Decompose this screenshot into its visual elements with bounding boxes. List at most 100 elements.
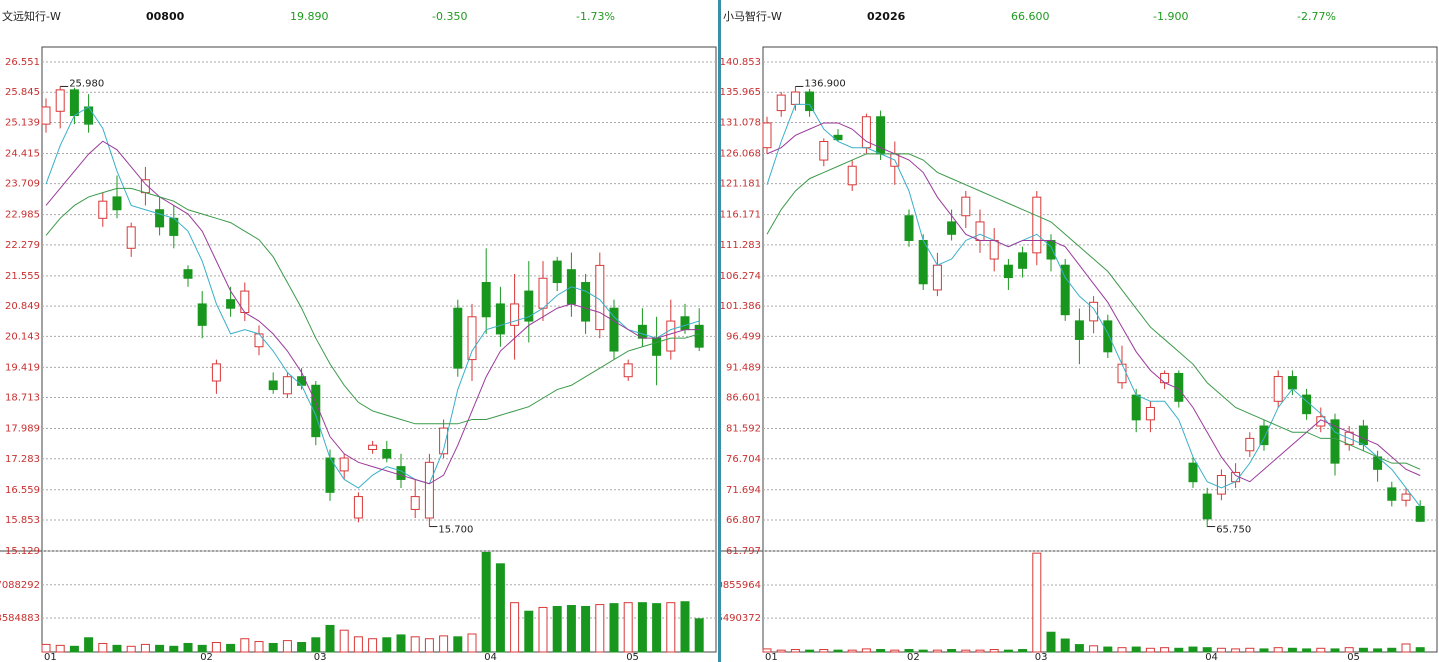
- volume-bar: [453, 636, 463, 653]
- volume-bar: [98, 642, 108, 653]
- volume-bar: [339, 629, 349, 653]
- y-tick-label: 96.499: [726, 331, 761, 342]
- volume-bar: [904, 649, 914, 653]
- y-tick-label: 71.694: [726, 485, 761, 496]
- volume-bar: [833, 649, 843, 653]
- volume-bar: [538, 606, 548, 653]
- volume-bar: [1018, 649, 1028, 653]
- volume-bar: [226, 643, 236, 653]
- moving-average: [766, 153, 1421, 470]
- candle-body: [268, 380, 278, 391]
- volume-bar: [890, 649, 900, 653]
- quote-change: -1.900: [1153, 10, 1188, 23]
- y-tick-label: 91.489: [726, 362, 761, 373]
- candle-body: [1358, 425, 1368, 446]
- extreme-label: 136.900: [804, 78, 845, 89]
- y-tick-label: 126.068: [721, 148, 761, 159]
- volume-bar: [84, 637, 94, 653]
- candle-body: [975, 221, 985, 241]
- volume-bar: [623, 602, 633, 653]
- candle-body: [790, 91, 800, 105]
- candle-body: [1330, 419, 1340, 464]
- candle-body: [1103, 320, 1113, 353]
- volume-bar: [932, 649, 942, 653]
- y-tick-label: 16.559: [5, 485, 40, 496]
- volume-bar: [382, 637, 392, 653]
- y-tick-label: 61.797: [726, 546, 761, 557]
- volume-bar: [1373, 648, 1383, 653]
- volume-bar: [1415, 647, 1425, 653]
- extreme-label: 15.700: [438, 525, 473, 536]
- y-tick-label: 131.078: [721, 117, 761, 128]
- candle-body: [762, 122, 772, 149]
- volume-bar: [805, 649, 815, 653]
- y-tick-label: 135.965: [721, 87, 761, 98]
- stock-code: 00800: [146, 10, 185, 23]
- moving-average: [45, 140, 700, 485]
- volume-tick-label: 10855964: [721, 580, 761, 591]
- volume-bar: [566, 605, 576, 653]
- candle-body: [1089, 301, 1099, 322]
- candle-body: [1401, 493, 1411, 501]
- moving-average: [45, 187, 700, 425]
- candle-body: [226, 299, 236, 309]
- volume-bar: [1131, 646, 1141, 653]
- panel-divider: [718, 0, 721, 662]
- candle-body: [126, 226, 136, 249]
- candle-body: [581, 282, 591, 322]
- volume-bar: [55, 644, 65, 653]
- quote-price: 66.600: [1011, 10, 1050, 23]
- candle-body: [510, 303, 520, 326]
- quote-change-pct: -1.73%: [576, 10, 615, 23]
- y-tick-label: 106.274: [721, 271, 761, 282]
- extreme-label: 25.980: [69, 78, 104, 89]
- volume-bar: [694, 618, 704, 653]
- volume-bar: [510, 602, 520, 653]
- quote-change-pct: -2.77%: [1297, 10, 1336, 23]
- candle-body: [1145, 406, 1155, 421]
- candle-body: [947, 221, 957, 235]
- candle-body: [382, 448, 392, 459]
- candle-body: [55, 89, 65, 112]
- candle-body: [467, 316, 477, 361]
- volume-bar: [1316, 647, 1326, 653]
- candle-body: [876, 116, 886, 155]
- volume-bar: [552, 605, 562, 653]
- candle-body: [666, 320, 676, 352]
- candle-body: [1003, 264, 1013, 279]
- y-tick-label: 121.181: [721, 179, 761, 190]
- y-tick-label: 116.171: [721, 210, 761, 221]
- volume-bar: [1060, 638, 1070, 653]
- candle-body: [282, 376, 292, 395]
- y-tick-label: 18.713: [5, 393, 40, 404]
- candle-body: [481, 282, 491, 318]
- candle-body: [819, 141, 829, 161]
- volume-bar: [1103, 646, 1113, 653]
- volume-bar: [1273, 647, 1283, 653]
- volume-bar: [155, 644, 165, 653]
- y-tick-label: 17.989: [5, 424, 40, 435]
- volume-bar: [1160, 647, 1170, 653]
- volume-bar: [666, 602, 676, 653]
- y-tick-label: 25.845: [5, 87, 40, 98]
- volume-bar: [1216, 647, 1226, 653]
- volume-bar: [1358, 647, 1368, 653]
- volume-bar: [680, 601, 690, 653]
- candle-body: [439, 427, 449, 455]
- volume-bar: [297, 642, 307, 653]
- volume-bar: [847, 649, 857, 653]
- candle-body: [424, 461, 434, 519]
- candle-body: [776, 94, 786, 112]
- candle-body: [495, 303, 505, 335]
- candle-body: [1117, 363, 1127, 384]
- candle-body: [325, 457, 335, 493]
- volume-bar: [353, 636, 363, 653]
- candle-body: [353, 496, 363, 519]
- volume-bar: [268, 642, 278, 653]
- extreme-label: 65.750: [1216, 525, 1251, 536]
- volume-bar: [140, 643, 150, 653]
- panel: 小马智行-W 02026 66.600 -1.900 -2.77% 140.853 135.…: [721, 9, 1438, 662]
- volume-bar: [975, 649, 985, 653]
- candle-body: [1018, 252, 1028, 269]
